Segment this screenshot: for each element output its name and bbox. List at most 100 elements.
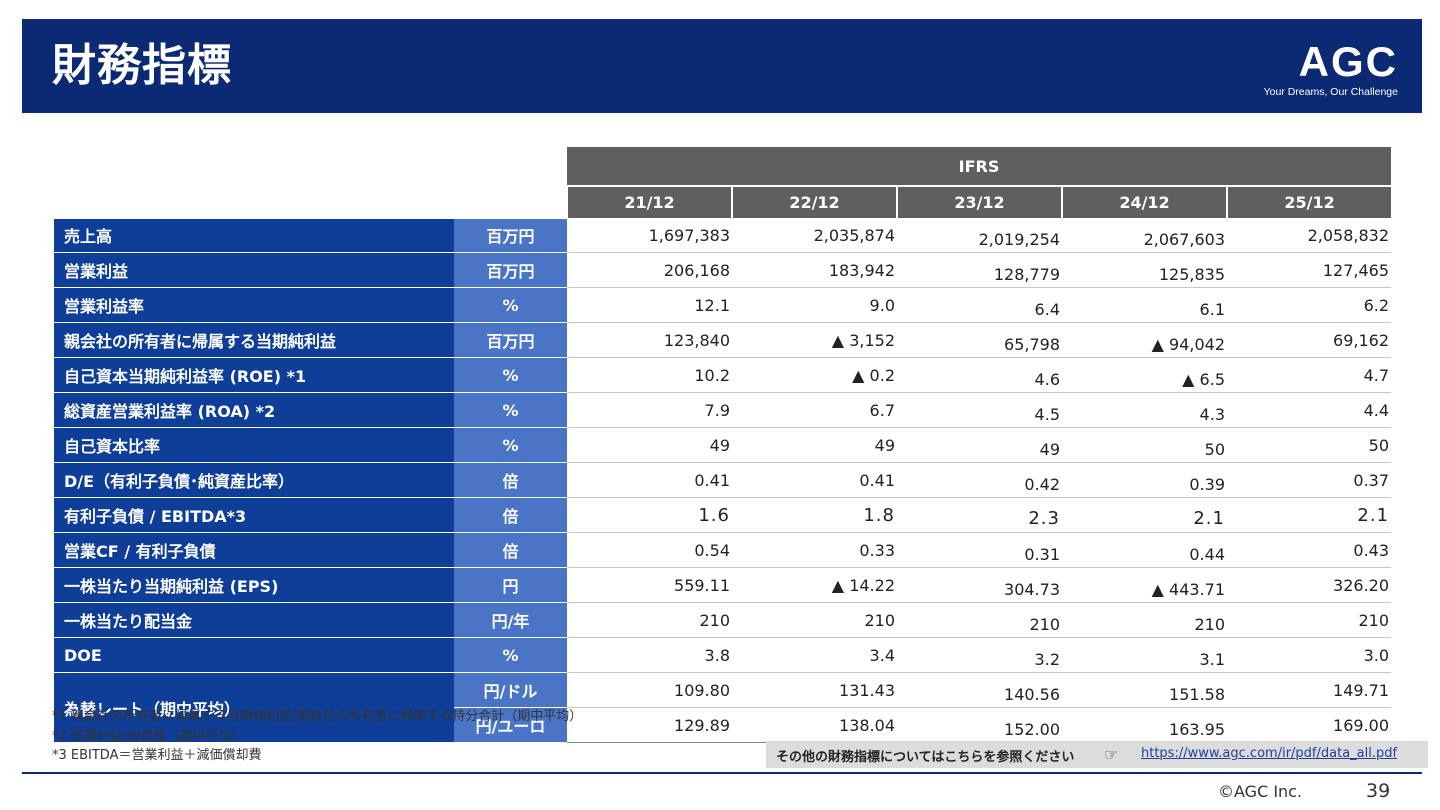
- table-row: 営業利益率% 12.1 9.0 6.4 6.1 6.2: [54, 287, 1392, 323]
- row-unit: 円/ドル: [454, 672, 567, 708]
- footnote: *1 親会社の所有者に帰属する当期純利益/親会社の所有者に帰属する持分合計（期中…: [52, 709, 583, 724]
- row-unit: 倍: [454, 497, 567, 533]
- value-cell: 210: [1227, 602, 1392, 638]
- value-cell: 149.71: [1227, 672, 1392, 708]
- row-unit: 円/ユーロ: [454, 707, 567, 743]
- row-unit: %: [454, 287, 567, 323]
- row-unit: 円/年: [454, 602, 567, 638]
- logo-mark: AGC: [1298, 38, 1398, 85]
- value-cell: 2.1: [1227, 497, 1392, 533]
- value-cell: 4.4: [1227, 392, 1392, 428]
- value-cell: 0.41: [732, 462, 897, 498]
- title-banner: 財務指標 AGC Your Dreams, Our Challenge: [22, 19, 1422, 113]
- value-cell: 50: [1227, 427, 1392, 463]
- value-cell: 49: [897, 427, 1062, 463]
- value-cell: 49: [732, 427, 897, 463]
- value-cell: ▲ 14.22: [732, 567, 897, 603]
- table-row: 有利子負債 / EBITDA*3 倍 1.6 1.8 2.3 2.1 2.1: [54, 497, 1392, 533]
- table-row: 一株当たり当期純利益 (EPS) 円 559.11 ▲ 14.22 304.73 ▲ 44…: [54, 567, 1392, 603]
- value-cell: 6.4: [897, 287, 1062, 323]
- table-row: 営業利益 百万円 206,168 183,942 128,779 125,835 127,4…: [54, 252, 1392, 288]
- reference-text: その他の財務指標についてはこちらを参照ください: [776, 750, 1075, 765]
- value-cell: 2,019,254: [897, 218, 1062, 253]
- footnote: *2 営業利益/総資産（期中平均）: [52, 728, 245, 744]
- row-label: 自己資本比率: [54, 427, 454, 463]
- row-label: 売上高: [54, 218, 454, 253]
- table-row: 為替レート（期中平均） 円/ドル 109.80 131.43 140.56 151.58 1…: [54, 672, 1392, 743]
- page-number: 39: [1366, 780, 1391, 802]
- value-cell: 163.95: [1062, 707, 1227, 743]
- value-cell: 0.41: [567, 462, 732, 498]
- footnotes: *1 親会社の所有者に帰属する当期純利益/親会社の所有者に帰属する持分合計（期中…: [52, 707, 582, 766]
- row-unit: %: [454, 637, 567, 673]
- value-cell: 326.20: [1227, 567, 1392, 603]
- value-cell: 3.2: [897, 637, 1062, 673]
- agc-logo: AGC Your Dreams, Our Challenge: [1248, 41, 1398, 101]
- value-cell: 12.1: [567, 287, 732, 323]
- value-cell: 1.6: [567, 497, 732, 533]
- value-cell: ▲ 0.2: [732, 357, 897, 393]
- value-cell: 2,058,832: [1227, 218, 1392, 253]
- logo-tagline: Your Dreams, Our Challenge: [1263, 86, 1398, 98]
- row-label: 親会社の所有者に帰属する当期純利益: [54, 322, 454, 358]
- value-cell: 123,840: [567, 322, 732, 358]
- row-unit: 百万円: [454, 252, 567, 288]
- row-unit: %: [454, 392, 567, 428]
- value-cell: 9.0: [732, 287, 897, 323]
- value-cell: 210: [567, 602, 732, 638]
- value-cell: 0.44: [1062, 532, 1227, 568]
- row-label: D/E（有利子負債･純資産比率）: [54, 462, 454, 498]
- row-label: 為替レート（期中平均）: [54, 672, 454, 743]
- value-cell: 3.8: [567, 637, 732, 673]
- row-label: 総資産営業利益率 (ROA) *2: [54, 392, 454, 428]
- value-cell: 65,798: [897, 322, 1062, 358]
- value-cell: 169.00: [1227, 707, 1392, 743]
- row-unit: 円: [454, 567, 567, 603]
- value-cell: 131.43: [732, 672, 897, 708]
- pointing-hand-icon: ☞: [1104, 745, 1119, 764]
- value-cell: 6.2: [1227, 287, 1392, 323]
- copyright: ©AGC Inc.: [1218, 782, 1303, 801]
- year-header: 22/12: [731, 186, 897, 218]
- row-label: 営業利益: [54, 252, 454, 288]
- value-cell: 0.33: [732, 532, 897, 568]
- value-cell: 4.7: [1227, 357, 1392, 393]
- value-cell: 50: [1062, 427, 1227, 463]
- value-cell: 206,168: [567, 252, 732, 288]
- value-cell: 2,035,874: [732, 218, 897, 253]
- reference-link[interactable]: https://www.agc.com/ir/pdf/data_all.pdf: [1141, 746, 1398, 761]
- ifrs-header: IFRS: [567, 147, 1392, 187]
- row-label: 営業CF / 有利子負債: [54, 532, 454, 568]
- value-cell: 138.04: [732, 707, 897, 743]
- value-cell: 127,465: [1227, 252, 1392, 288]
- value-cell: 152.00: [897, 707, 1062, 743]
- value-cell: 69,162: [1227, 322, 1392, 358]
- row-unit: 百万円: [454, 218, 567, 253]
- value-cell: 151.58: [1062, 672, 1227, 708]
- row-label: 一株当たり当期純利益 (EPS): [54, 567, 454, 603]
- value-cell: 10.2: [567, 357, 732, 393]
- page-title: 財務指標: [52, 40, 232, 91]
- table-row: 円/ユーロ 129.89 138.04 152.00 163.95 169.00: [54, 707, 1392, 743]
- value-cell: 0.54: [567, 532, 732, 568]
- row-unit: %: [454, 427, 567, 463]
- value-cell: 304.73: [897, 567, 1062, 603]
- row-label: 営業利益率: [54, 287, 454, 323]
- table-row: 自己資本当期純利益率 (ROE) *1% 10.2 ▲ 0.2 4.6 ▲ 6.5 4.7: [54, 357, 1392, 393]
- row-label: 有利子負債 / EBITDA*3: [54, 497, 454, 533]
- value-cell: 1.8: [732, 497, 897, 533]
- value-cell: 3.0: [1227, 637, 1392, 673]
- value-cell: ▲ 94,042: [1062, 322, 1227, 358]
- reference-box: その他の財務指標についてはこちらを参照ください ☞ https://www.ag…: [766, 741, 1428, 768]
- value-cell: 125,835: [1062, 252, 1227, 288]
- row-label: 自己資本当期純利益率 (ROE) *1: [54, 357, 454, 393]
- table-row: D/E（有利子負債･純資産比率）倍 0.41 0.41 0.42 0.39 0.37: [54, 462, 1392, 498]
- value-cell: 210: [1062, 602, 1227, 638]
- value-cell: 4.6: [897, 357, 1062, 393]
- value-cell: 140.56: [897, 672, 1062, 708]
- value-cell: 2.1: [1062, 497, 1227, 533]
- value-cell: 1,697,383: [567, 218, 732, 253]
- value-cell: 4.5: [897, 392, 1062, 428]
- row-unit: %: [454, 357, 567, 393]
- value-cell: 0.37: [1227, 462, 1392, 498]
